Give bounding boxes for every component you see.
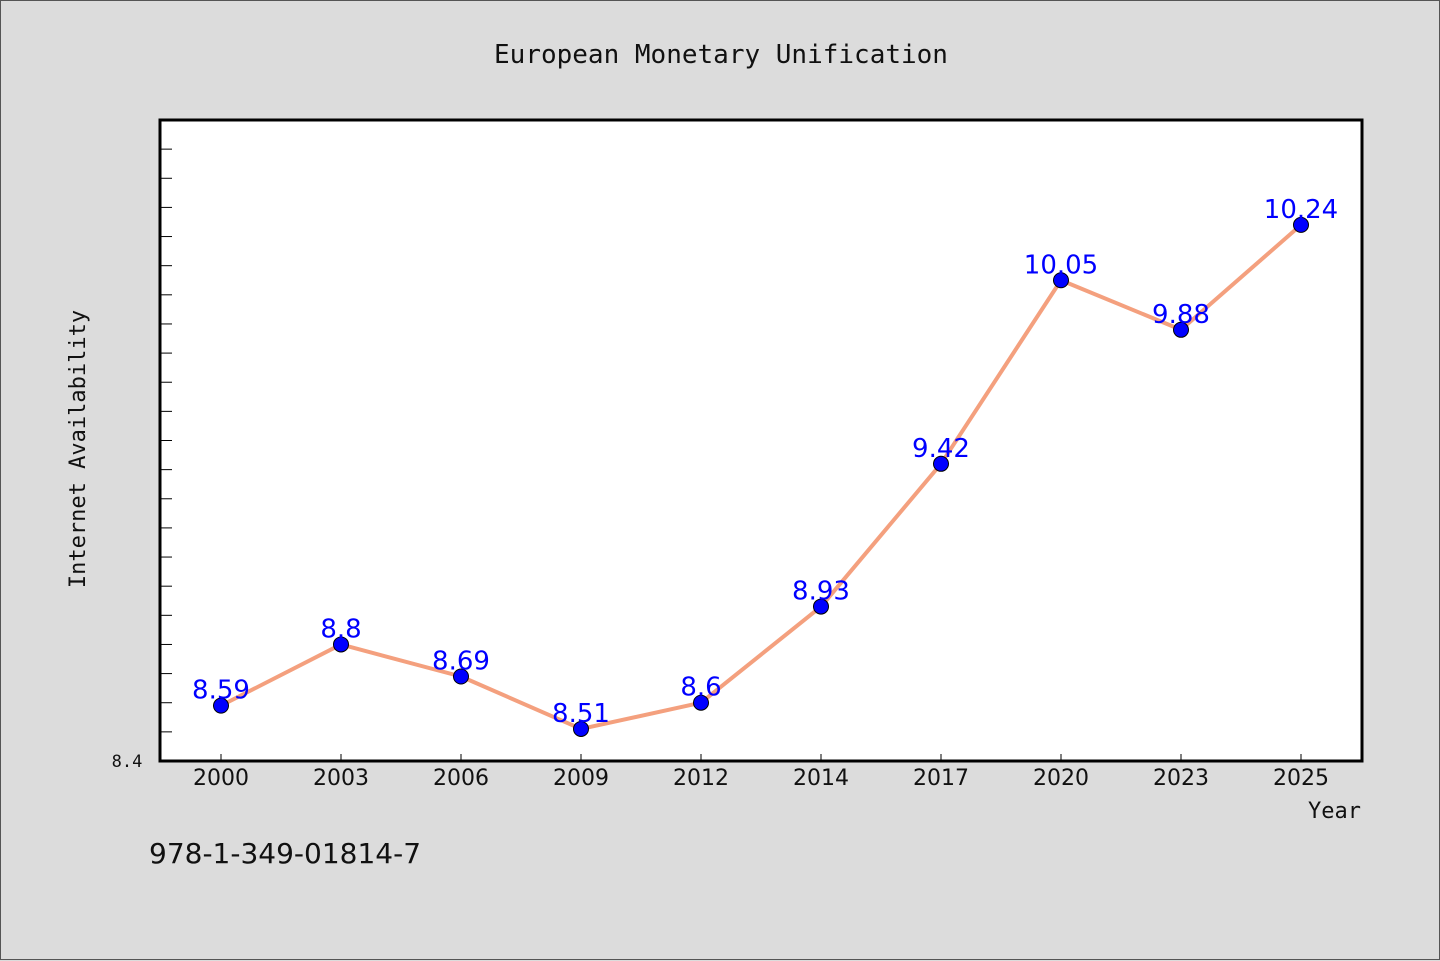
data-point (933, 455, 949, 472)
data-label: 8.69 (432, 647, 490, 677)
data-label: 8.6 (680, 673, 721, 703)
x-tick-label: 2023 (1153, 766, 1209, 791)
data-label: 9.42 (912, 434, 970, 464)
x-tick-label: 2025 (1273, 766, 1329, 791)
footer-code: 978-1-349-01814-7 (149, 837, 421, 870)
x-axis-ticks (220, 754, 1302, 761)
x-tick-label: 2003 (313, 766, 369, 791)
x-tick-labels: 2000 2003 2006 2009 2012 2014 2017 2020 2023 2025 (193, 766, 1329, 791)
y-axis-ticks (160, 148, 172, 762)
data-point (813, 598, 829, 615)
data-label: 8.93 (792, 577, 850, 607)
x-axis-label: Year (1308, 799, 1361, 824)
data-point (213, 697, 229, 714)
data-point (453, 668, 469, 685)
data-label: 8.51 (552, 699, 610, 729)
data-point (333, 636, 349, 653)
data-point (573, 720, 589, 737)
x-tick-label: 2012 (673, 766, 729, 791)
x-tick-label: 2020 (1033, 766, 1089, 791)
x-tick-label: 2017 (913, 766, 969, 791)
series-line (220, 223, 1303, 731)
chart-title: European Monetary Unification (494, 40, 948, 70)
x-tick-label: 2009 (553, 766, 609, 791)
x-tick-label: 2006 (433, 766, 489, 791)
y-axis-label: Internet Availability (66, 310, 91, 588)
data-point (1053, 272, 1069, 289)
data-labels: 8.59 8.8 8.69 8.51 8.6 8.93 9.42 10.05 9.88 10.24 (192, 195, 1338, 729)
data-label: 10.05 (1024, 250, 1098, 280)
y-tick-label: 8.4 (112, 752, 143, 772)
series-markers (213, 216, 1309, 737)
data-label: 9.88 (1152, 300, 1210, 330)
data-label: 10.24 (1264, 195, 1338, 225)
data-label: 8.59 (192, 676, 250, 706)
data-point (693, 694, 709, 711)
x-tick-label: 2014 (793, 766, 849, 791)
data-label: 8.8 (320, 614, 361, 644)
data-point (1293, 216, 1309, 233)
data-point (1173, 321, 1189, 338)
plot-area (158, 118, 1364, 763)
x-tick-label: 2000 (193, 766, 249, 791)
